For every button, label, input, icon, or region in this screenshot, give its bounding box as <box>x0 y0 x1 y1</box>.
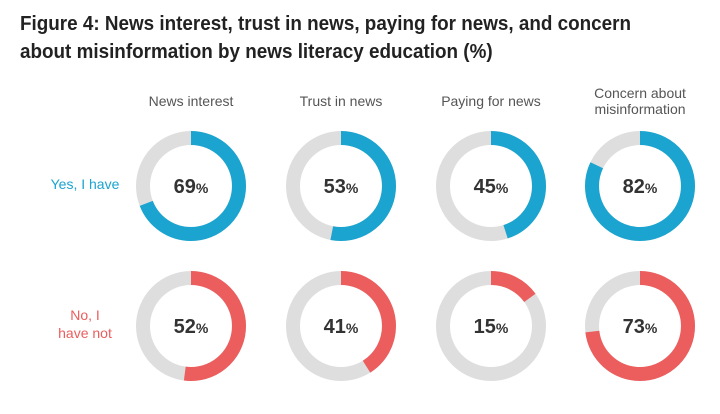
donut: 53% <box>286 131 396 241</box>
row-label-line: No, I <box>70 307 100 323</box>
donut: 52% <box>136 271 246 381</box>
column-label-line: misinformation <box>594 101 686 117</box>
donut-value-unit: % <box>196 180 209 196</box>
donut-value-arc <box>585 131 695 241</box>
donut-value-number: 45 <box>474 176 496 198</box>
donut-value-arc <box>286 131 396 241</box>
column-label: Trust in news <box>271 93 411 109</box>
column-label-line: News interest <box>148 93 234 109</box>
column-label: News interest <box>121 93 261 109</box>
donut-value-unit: % <box>645 180 658 196</box>
donut-value-label: 53% <box>324 176 359 198</box>
row-label: Yes, I have <box>30 175 140 193</box>
row-label: No, I have not <box>30 306 140 342</box>
donut: 41% <box>286 271 396 381</box>
donut-value-unit: % <box>496 320 509 336</box>
donut-value-unit: % <box>496 180 509 196</box>
donut-value-unit: % <box>645 320 658 336</box>
donut-value-label: 52% <box>174 316 209 338</box>
donut-value-number: 41 <box>324 316 346 338</box>
column-label: Paying for news <box>421 93 561 109</box>
donut-value-number: 69 <box>174 176 196 198</box>
column-label: Concern about misinformation <box>570 85 710 117</box>
donut-value-unit: % <box>346 320 359 336</box>
row-label-line: have not <box>58 325 112 341</box>
donut-value-arc <box>585 271 695 381</box>
donut: 45% <box>436 131 546 241</box>
column-label-line: Concern about <box>594 85 686 101</box>
chart-title: Figure 4: News interest, trust in news, … <box>20 12 631 63</box>
donut: 15% <box>436 271 546 381</box>
donut: 82% <box>585 131 695 241</box>
donut-value-label: 69% <box>174 176 209 198</box>
donut-value-label: 15% <box>474 316 509 338</box>
donut-value-arc <box>136 131 246 241</box>
donut-value-number: 73 <box>623 316 645 338</box>
donut-value-number: 15 <box>474 316 496 338</box>
donut-value-number: 52 <box>174 316 196 338</box>
donut-value-label: 73% <box>623 316 658 338</box>
column-label-line: Trust in news <box>299 93 383 109</box>
column-label-line: Paying for news <box>441 93 541 109</box>
donut-value-label: 45% <box>474 176 509 198</box>
donut-value-arc <box>436 131 546 241</box>
donut-value-arc <box>436 271 546 381</box>
donut-value-arc <box>286 271 396 381</box>
donut-value-label: 82% <box>623 176 658 198</box>
donut-value-arc <box>136 271 246 381</box>
donut-value-unit: % <box>346 180 359 196</box>
row-label-line: Yes, I have <box>50 176 120 192</box>
donut: 73% <box>585 271 695 381</box>
donut: 69% <box>136 131 246 241</box>
donut-value-number: 82 <box>623 176 645 198</box>
donut-value-unit: % <box>196 320 209 336</box>
donut-value-label: 41% <box>324 316 359 338</box>
donut-value-number: 53 <box>324 176 346 198</box>
